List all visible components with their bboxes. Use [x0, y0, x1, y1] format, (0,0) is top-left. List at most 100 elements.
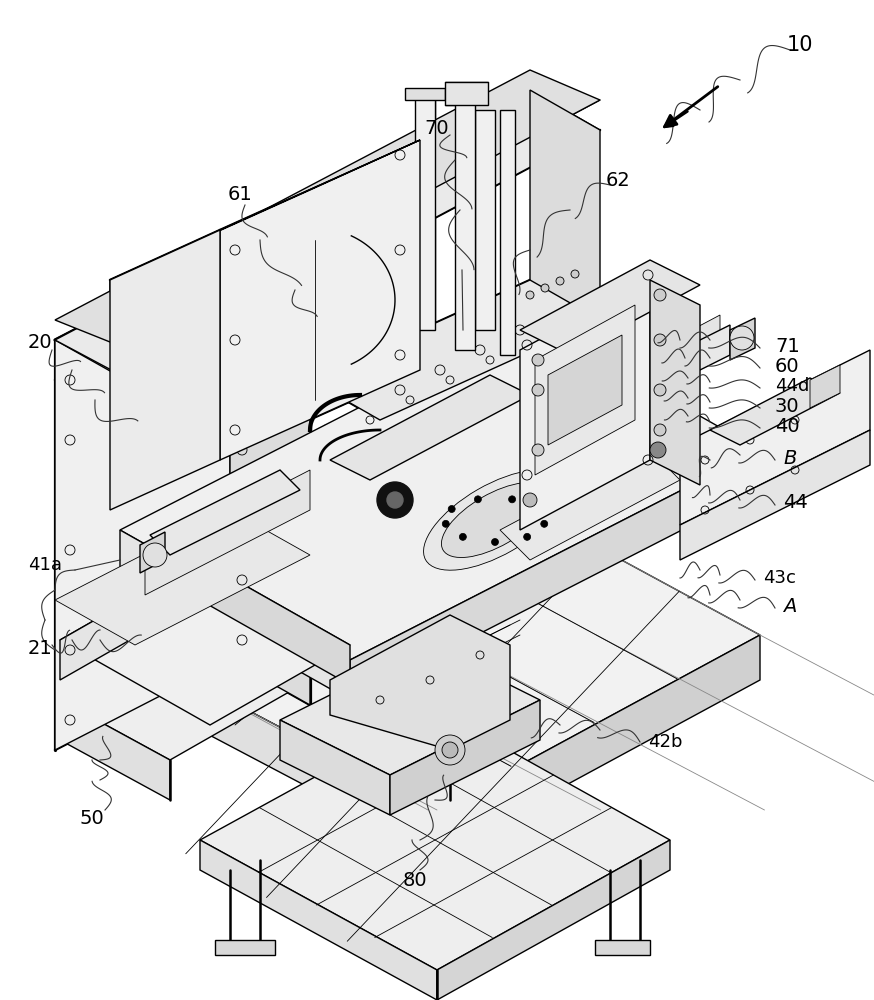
Text: 42b: 42b — [648, 733, 683, 751]
Text: 62: 62 — [606, 170, 630, 190]
Circle shape — [535, 506, 542, 512]
Circle shape — [442, 742, 458, 758]
Circle shape — [654, 289, 666, 301]
Polygon shape — [535, 305, 635, 475]
Polygon shape — [120, 320, 760, 660]
Circle shape — [556, 277, 564, 285]
Polygon shape — [530, 90, 600, 340]
Polygon shape — [530, 300, 600, 380]
Polygon shape — [200, 840, 437, 1000]
Text: 10: 10 — [787, 35, 813, 55]
Polygon shape — [280, 645, 540, 775]
Circle shape — [448, 506, 455, 512]
Text: 43c: 43c — [763, 569, 796, 587]
Polygon shape — [55, 70, 600, 350]
Polygon shape — [730, 318, 755, 360]
Ellipse shape — [424, 470, 566, 570]
Polygon shape — [55, 250, 310, 385]
Text: 70: 70 — [425, 118, 449, 137]
Circle shape — [509, 496, 516, 503]
Polygon shape — [60, 560, 200, 680]
Polygon shape — [650, 280, 700, 485]
Polygon shape — [310, 280, 600, 420]
Polygon shape — [105, 635, 437, 855]
Polygon shape — [415, 90, 435, 330]
Circle shape — [143, 543, 167, 567]
Polygon shape — [215, 940, 275, 955]
Circle shape — [650, 442, 666, 458]
Circle shape — [532, 354, 544, 366]
Polygon shape — [150, 470, 300, 555]
Polygon shape — [455, 90, 475, 350]
Polygon shape — [330, 375, 530, 480]
Polygon shape — [680, 430, 870, 560]
Text: A: A — [783, 596, 796, 615]
Ellipse shape — [441, 482, 549, 558]
Circle shape — [541, 284, 549, 292]
Polygon shape — [280, 720, 390, 815]
Text: 30: 30 — [775, 396, 800, 416]
Circle shape — [377, 482, 413, 518]
Text: 21: 21 — [28, 639, 52, 658]
Text: 60: 60 — [775, 357, 800, 375]
Polygon shape — [520, 260, 700, 355]
Polygon shape — [120, 530, 350, 700]
Polygon shape — [500, 110, 515, 355]
Polygon shape — [55, 510, 310, 645]
Polygon shape — [60, 560, 350, 725]
Polygon shape — [500, 450, 680, 560]
Circle shape — [654, 384, 666, 396]
Polygon shape — [437, 840, 670, 1000]
Circle shape — [442, 520, 449, 527]
Circle shape — [387, 492, 403, 508]
Text: 50: 50 — [80, 808, 104, 828]
Polygon shape — [140, 532, 165, 573]
Polygon shape — [200, 560, 350, 685]
Polygon shape — [680, 350, 870, 525]
Circle shape — [571, 270, 579, 278]
Polygon shape — [548, 335, 622, 445]
Circle shape — [532, 444, 544, 456]
Text: 20: 20 — [28, 332, 52, 352]
Polygon shape — [475, 110, 495, 330]
Polygon shape — [230, 250, 310, 705]
Text: 44d: 44d — [775, 377, 809, 395]
Polygon shape — [60, 700, 170, 800]
Circle shape — [541, 520, 548, 527]
Polygon shape — [445, 82, 488, 105]
Text: 61: 61 — [227, 186, 253, 205]
Polygon shape — [200, 710, 670, 970]
Polygon shape — [110, 230, 220, 510]
Polygon shape — [145, 470, 310, 595]
Text: 80: 80 — [403, 870, 427, 890]
Text: 44: 44 — [783, 493, 808, 512]
Polygon shape — [390, 700, 540, 815]
Polygon shape — [110, 140, 420, 280]
Circle shape — [654, 334, 666, 346]
Polygon shape — [520, 280, 650, 530]
Circle shape — [491, 538, 498, 546]
Circle shape — [532, 384, 544, 396]
Polygon shape — [60, 620, 310, 760]
Polygon shape — [620, 325, 730, 410]
Polygon shape — [595, 940, 650, 955]
Circle shape — [523, 493, 537, 507]
Circle shape — [475, 496, 482, 503]
Polygon shape — [810, 365, 840, 408]
Circle shape — [524, 533, 531, 540]
Text: 71: 71 — [775, 336, 800, 356]
Circle shape — [435, 735, 465, 765]
Polygon shape — [437, 635, 760, 855]
Polygon shape — [105, 460, 760, 810]
Polygon shape — [330, 615, 510, 750]
Circle shape — [730, 326, 754, 350]
Circle shape — [460, 533, 467, 540]
Polygon shape — [55, 90, 600, 380]
Circle shape — [654, 424, 666, 436]
Polygon shape — [220, 140, 420, 460]
Circle shape — [526, 291, 534, 299]
Text: 41a: 41a — [28, 556, 62, 574]
Polygon shape — [55, 250, 230, 750]
Polygon shape — [710, 378, 840, 445]
Text: B: B — [783, 448, 796, 468]
